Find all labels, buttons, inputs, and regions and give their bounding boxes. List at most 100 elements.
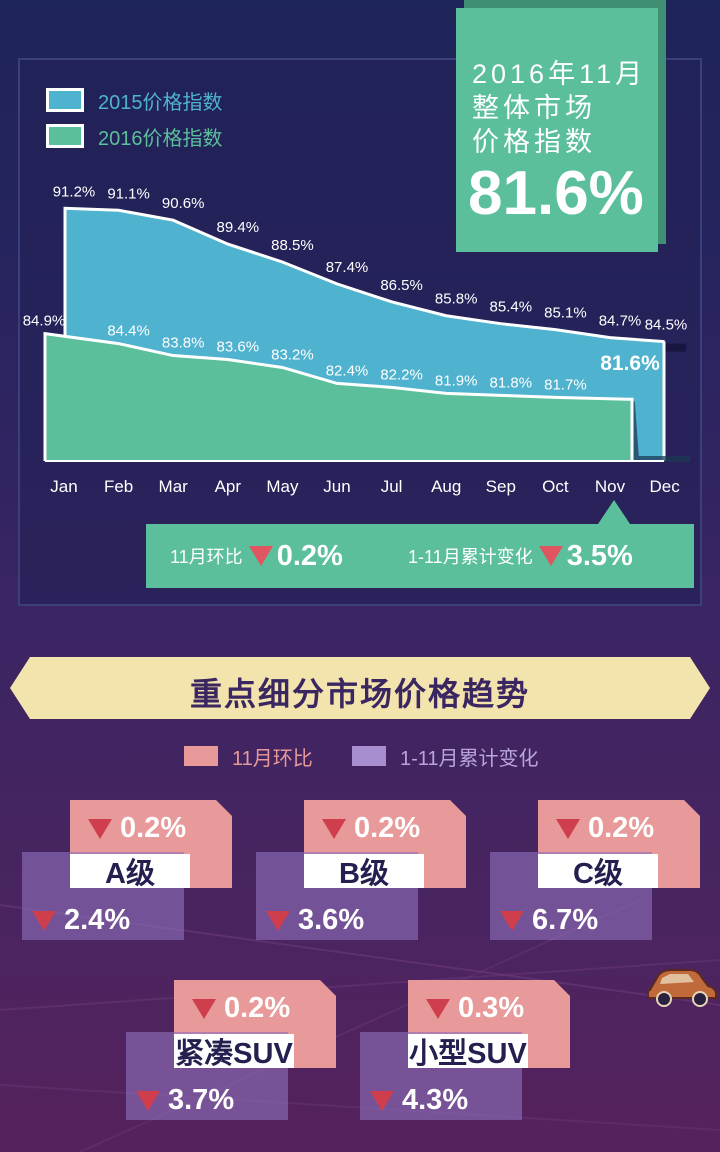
segment-ytd-value: 3.6% bbox=[298, 904, 365, 936]
summary-ytd-value: 3.5% bbox=[566, 539, 633, 572]
data-label-2015: 85.1% bbox=[544, 305, 587, 322]
data-label-2015: 89.4% bbox=[217, 219, 260, 236]
data-label-2015: 85.4% bbox=[490, 299, 533, 316]
segment-name: A级 bbox=[70, 854, 190, 890]
segment-name: C级 bbox=[538, 854, 658, 890]
legend-label-ytd: 1-11月累计变化 bbox=[400, 747, 539, 770]
data-label-2016: 84.4% bbox=[107, 323, 150, 340]
legend-label-2016: 2016价格指数 bbox=[98, 127, 223, 150]
legend-swatch-2015 bbox=[46, 88, 84, 112]
chart-xaxis-layer: Jan Feb Mar Apr May Jun Jul Aug Sep Oct Nov Dec bbox=[50, 477, 680, 496]
segment-mom-value: 0.2% bbox=[224, 992, 291, 1024]
x-tick-label: May bbox=[266, 477, 299, 496]
segments-legend-mom: 11月环比 bbox=[184, 743, 313, 770]
segment-mom-row: 0.2% bbox=[556, 812, 654, 845]
headline-value: 81.6% bbox=[468, 159, 644, 228]
down-arrow-icon bbox=[500, 910, 524, 931]
down-arrow-icon bbox=[266, 910, 290, 931]
x-tick-label: Oct bbox=[542, 477, 569, 496]
down-arrow-icon bbox=[556, 818, 580, 839]
summary-ytd-label: 1-11月累计变化 bbox=[408, 547, 533, 567]
segment-card-compact-suv: 紧凑SUV 0.2% 3.7% bbox=[126, 980, 336, 1125]
segment-ytd-row: 4.3% bbox=[370, 1084, 468, 1117]
down-arrow-icon bbox=[88, 818, 112, 839]
data-label-2015: 84.5% bbox=[645, 317, 688, 334]
price-index-area-chart: 91.2% 91.1% 90.6% 89.4% 88.5% 87.4% 86.5% 85.8%… bbox=[23, 183, 690, 496]
segment-ytd-value: 3.7% bbox=[168, 1084, 235, 1116]
down-arrow-icon bbox=[248, 546, 273, 566]
segment-card-c: C级 0.2% 6.7% bbox=[490, 800, 700, 945]
down-arrow-icon bbox=[136, 1090, 160, 1111]
segment-ytd-row: 3.7% bbox=[136, 1084, 234, 1117]
data-label-2016: 84.9% bbox=[23, 313, 66, 330]
segment-ytd-value: 6.7% bbox=[532, 904, 599, 936]
data-label-2015: 90.6% bbox=[162, 195, 205, 212]
headline-box: 2016年11月 整体市场 价格指数 81.6% bbox=[456, 8, 658, 252]
x-tick-label: Aug bbox=[431, 477, 461, 496]
segment-mom-value: 0.3% bbox=[458, 992, 525, 1024]
chart-label-layer: 91.2% 91.1% 90.6% 89.4% 88.5% 87.4% 86.5% 85.8%… bbox=[23, 183, 688, 393]
data-label-2016: 83.6% bbox=[217, 339, 260, 356]
segments-title: 重点细分市场价格趋势 bbox=[189, 676, 530, 712]
segment-card-small-suv: 小型SUV 0.3% 4.3% bbox=[360, 980, 570, 1125]
segments-banner: 重点细分市场价格趋势 bbox=[10, 657, 710, 719]
legend-swatch-2016 bbox=[46, 124, 84, 148]
segment-mom-value: 0.2% bbox=[120, 812, 187, 844]
segment-ytd-row: 2.4% bbox=[32, 904, 130, 937]
x-tick-label: Jan bbox=[50, 477, 77, 496]
segment-card-b: B级 0.2% 3.6% bbox=[256, 800, 466, 945]
data-label-2015: 84.7% bbox=[599, 313, 642, 330]
series-2016-line bbox=[43, 331, 634, 461]
down-arrow-icon bbox=[426, 998, 450, 1019]
summary-mom-value: 0.2% bbox=[276, 539, 343, 572]
data-label-2016: 81.9% bbox=[435, 372, 478, 389]
segments-legend-ytd: 1-11月累计变化 bbox=[352, 743, 539, 770]
x-tick-label: Dec bbox=[649, 477, 680, 496]
data-label-2016: 83.8% bbox=[162, 335, 205, 352]
x-tick-label: Sep bbox=[486, 477, 516, 496]
segment-mom-value: 0.2% bbox=[588, 812, 655, 844]
segment-mom-row: 0.3% bbox=[426, 992, 524, 1025]
x-tick-label: Jun bbox=[323, 477, 350, 496]
data-label-2015: 86.5% bbox=[380, 277, 423, 294]
segment-name: 紧凑SUV bbox=[174, 1034, 294, 1070]
segment-ytd-value: 2.4% bbox=[64, 904, 131, 936]
summary-mom-label: 11月环比 bbox=[170, 547, 243, 567]
x-tick-label: Jul bbox=[381, 477, 403, 496]
data-label-2016: 81.7% bbox=[544, 376, 587, 393]
headline-line-2: 整体市场 bbox=[472, 93, 596, 123]
x-tick-label: Nov bbox=[595, 477, 626, 496]
headline-line-1: 2016年11月 bbox=[472, 59, 647, 89]
data-label-2016: 83.2% bbox=[271, 346, 314, 363]
segment-mom-row: 0.2% bbox=[192, 992, 290, 1025]
segment-name: B级 bbox=[304, 854, 424, 890]
down-arrow-icon bbox=[370, 1090, 394, 1111]
down-arrow-icon bbox=[192, 998, 216, 1019]
series-2016-area bbox=[45, 333, 632, 461]
data-label-2016: 82.2% bbox=[380, 366, 423, 383]
legend-swatch-mom bbox=[184, 746, 218, 766]
car-icon bbox=[647, 969, 717, 1007]
segment-mom-value: 0.2% bbox=[354, 812, 421, 844]
segment-mom-row: 0.2% bbox=[88, 812, 186, 845]
x-tick-label: Mar bbox=[159, 477, 189, 496]
x-tick-label: Apr bbox=[215, 477, 242, 496]
headline-line-3: 价格指数 bbox=[472, 127, 596, 157]
down-arrow-icon bbox=[322, 818, 346, 839]
down-arrow-icon bbox=[538, 546, 563, 566]
data-label-2015: 91.1% bbox=[107, 185, 150, 202]
down-arrow-icon bbox=[32, 910, 56, 931]
summary-mom: 11月环比 0.2% bbox=[170, 524, 343, 588]
x-tick-label: Feb bbox=[104, 477, 133, 496]
data-label-2016: 81.6% bbox=[600, 352, 660, 375]
data-label-2015: 85.8% bbox=[435, 291, 478, 308]
legend-swatch-ytd bbox=[352, 746, 386, 766]
segment-card-a: A级 0.2% 2.4% bbox=[22, 800, 232, 945]
data-label-2016: 82.4% bbox=[326, 362, 369, 379]
segment-mom-row: 0.2% bbox=[322, 812, 420, 845]
series-2015-line bbox=[63, 206, 666, 461]
data-label-2015: 88.5% bbox=[271, 237, 314, 254]
data-label-2015: 87.4% bbox=[326, 259, 369, 276]
summary-bar: 11月环比 0.2% 1-11月累计变化 3.5% bbox=[146, 524, 694, 588]
data-label-2015: 91.2% bbox=[53, 183, 96, 200]
